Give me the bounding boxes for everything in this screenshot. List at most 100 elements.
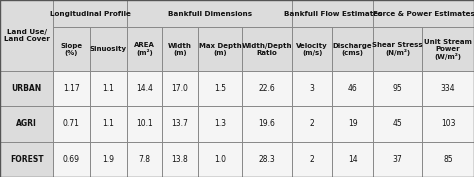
- Text: 22.6: 22.6: [259, 84, 275, 93]
- Bar: [162, 106, 198, 142]
- Text: 2: 2: [310, 155, 315, 164]
- Text: FOREST: FOREST: [10, 155, 44, 164]
- Bar: [127, 106, 162, 142]
- Text: 7.8: 7.8: [138, 155, 151, 164]
- Text: Sinuosity: Sinuosity: [90, 46, 127, 52]
- Text: Land Use/
Land Cover: Land Use/ Land Cover: [4, 29, 49, 42]
- Bar: [90, 71, 127, 106]
- Bar: [0, 0, 474, 71]
- Text: Longitudinal Profile: Longitudinal Profile: [50, 11, 131, 17]
- Text: 37: 37: [393, 155, 402, 164]
- Bar: [90, 27, 127, 71]
- Text: Slope
(%): Slope (%): [60, 43, 82, 56]
- Text: URBAN: URBAN: [11, 84, 42, 93]
- Bar: [162, 27, 198, 71]
- Bar: [374, 71, 422, 106]
- Text: 0.71: 0.71: [63, 119, 80, 128]
- Bar: [198, 27, 242, 71]
- Bar: [127, 27, 162, 71]
- Text: 334: 334: [441, 84, 456, 93]
- Bar: [422, 142, 474, 177]
- Text: 46: 46: [348, 84, 357, 93]
- Bar: [422, 27, 474, 71]
- Text: 1.9: 1.9: [102, 155, 114, 164]
- Bar: [292, 0, 374, 27]
- Bar: [53, 0, 127, 27]
- Bar: [198, 142, 242, 177]
- Bar: [332, 142, 374, 177]
- Text: 0.69: 0.69: [63, 155, 80, 164]
- Text: 85: 85: [443, 155, 453, 164]
- Bar: [242, 27, 292, 71]
- Bar: [422, 106, 474, 142]
- Text: 13.7: 13.7: [172, 119, 189, 128]
- Bar: [90, 106, 127, 142]
- Bar: [332, 27, 374, 71]
- Bar: [0, 106, 53, 142]
- Text: 1.1: 1.1: [102, 119, 114, 128]
- Text: 1.5: 1.5: [214, 84, 226, 93]
- Bar: [53, 142, 90, 177]
- Bar: [53, 106, 90, 142]
- Bar: [242, 106, 292, 142]
- Bar: [53, 27, 90, 71]
- Bar: [422, 71, 474, 106]
- Bar: [332, 71, 374, 106]
- Text: Shear Stress
(N/m²): Shear Stress (N/m²): [373, 42, 423, 56]
- Text: 14: 14: [348, 155, 357, 164]
- Bar: [292, 142, 332, 177]
- Text: 3: 3: [310, 84, 315, 93]
- Text: 28.3: 28.3: [259, 155, 275, 164]
- Bar: [292, 71, 332, 106]
- Text: 95: 95: [393, 84, 402, 93]
- Text: 45: 45: [393, 119, 402, 128]
- Text: 2: 2: [310, 119, 315, 128]
- Text: Velocity
(m/s): Velocity (m/s): [296, 43, 328, 56]
- Bar: [127, 142, 162, 177]
- Text: 1.17: 1.17: [63, 84, 80, 93]
- Text: 13.8: 13.8: [172, 155, 189, 164]
- Bar: [242, 71, 292, 106]
- Text: Max Depth
(m): Max Depth (m): [199, 43, 241, 56]
- Text: 103: 103: [441, 119, 455, 128]
- Bar: [198, 106, 242, 142]
- Bar: [0, 0, 53, 71]
- Text: Width/Depth
Ratio: Width/Depth Ratio: [242, 43, 292, 56]
- Text: Force & Power Estimates: Force & Power Estimates: [373, 11, 474, 17]
- Bar: [90, 142, 127, 177]
- Bar: [374, 27, 422, 71]
- Text: Discharge
(cms): Discharge (cms): [333, 43, 373, 56]
- Bar: [332, 106, 374, 142]
- Text: 1.0: 1.0: [214, 155, 226, 164]
- Bar: [162, 71, 198, 106]
- Text: AGRI: AGRI: [16, 119, 37, 128]
- Bar: [292, 27, 332, 71]
- Text: 1.1: 1.1: [102, 84, 114, 93]
- Text: Bankfull Flow Estimates: Bankfull Flow Estimates: [284, 11, 382, 17]
- Text: 10.1: 10.1: [136, 119, 153, 128]
- Text: 17.0: 17.0: [172, 84, 189, 93]
- Bar: [292, 106, 332, 142]
- Bar: [374, 142, 422, 177]
- Text: Unit Stream
Power
(W/m²): Unit Stream Power (W/m²): [424, 39, 472, 60]
- Bar: [374, 106, 422, 142]
- Bar: [162, 142, 198, 177]
- Bar: [198, 71, 242, 106]
- Bar: [0, 0, 53, 71]
- Bar: [0, 142, 53, 177]
- Text: 19.6: 19.6: [259, 119, 275, 128]
- Bar: [0, 71, 53, 106]
- Bar: [0, 106, 53, 142]
- Bar: [0, 142, 53, 177]
- Text: Width
(m): Width (m): [168, 43, 192, 56]
- Text: 14.4: 14.4: [136, 84, 153, 93]
- Text: 19: 19: [348, 119, 357, 128]
- Bar: [374, 0, 474, 27]
- Text: Bankfull Dimensions: Bankfull Dimensions: [168, 11, 252, 17]
- Bar: [127, 0, 292, 27]
- Bar: [53, 71, 90, 106]
- Bar: [0, 71, 53, 106]
- Text: AREA
(m²): AREA (m²): [134, 42, 155, 56]
- Bar: [242, 142, 292, 177]
- Bar: [127, 71, 162, 106]
